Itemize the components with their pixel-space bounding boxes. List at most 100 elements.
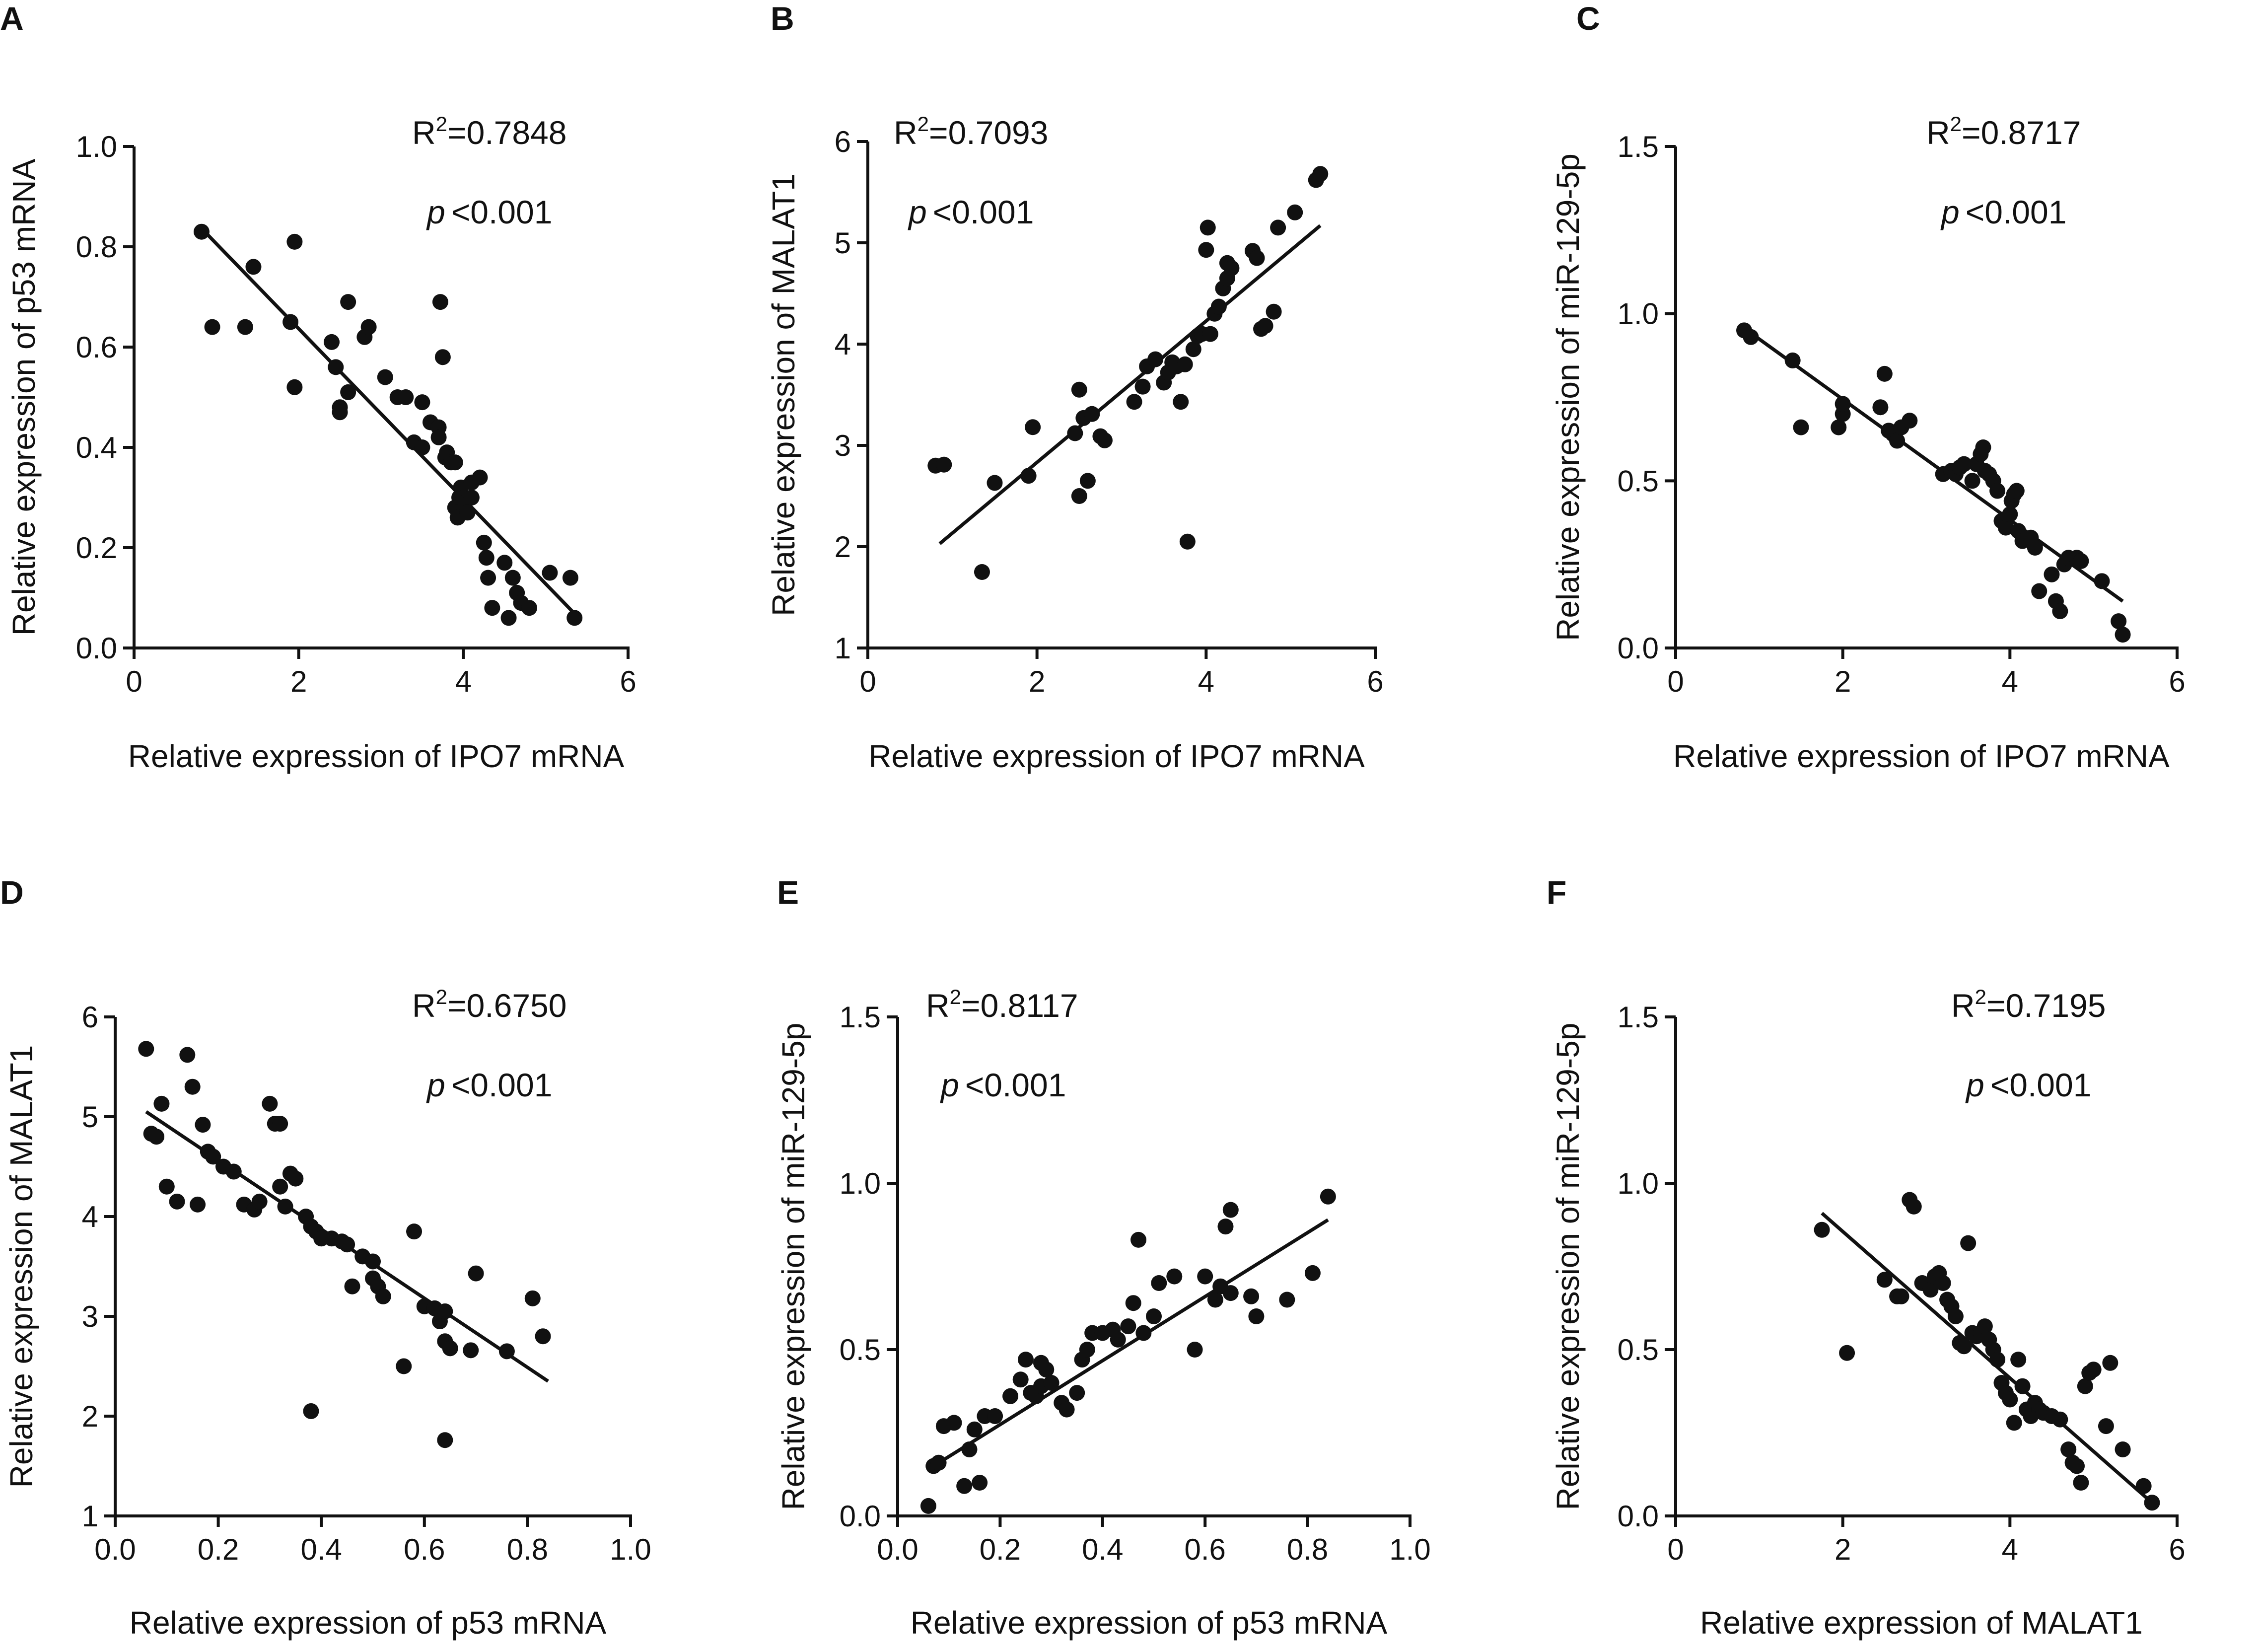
- data-point: [2006, 1415, 2022, 1431]
- data-point: [1096, 432, 1113, 448]
- data-point: [1222, 1202, 1239, 1218]
- data-point: [542, 565, 558, 581]
- r-squared-annotation: R2=0.6750: [412, 985, 566, 1024]
- axes: [1674, 1017, 2179, 1517]
- data-point: [1198, 242, 1214, 258]
- data-point: [2094, 573, 2110, 589]
- chart-panel-a: A 0 2 4 6 0.0 0.2 0.4 0.6 0.8 1.0 Relative expressi…: [0, 0, 636, 774]
- data-point: [344, 1278, 360, 1294]
- data-point: [468, 1265, 484, 1282]
- x-tick-label: 0.6: [404, 1533, 445, 1566]
- data-point: [2115, 1441, 2131, 1457]
- data-point: [377, 369, 393, 385]
- data-point: [272, 1178, 288, 1195]
- p-value-annotation: p <0.001: [940, 1067, 1066, 1103]
- data-point: [1197, 1268, 1213, 1285]
- data-point: [1266, 303, 1282, 320]
- data-point: [1249, 250, 1265, 266]
- p-value: <0.001: [965, 1067, 1066, 1103]
- data-point: [1210, 298, 1227, 315]
- data-point: [2069, 1458, 2085, 1474]
- regression-line: [927, 1218, 1329, 1471]
- x-tick-label: 0: [1667, 665, 1684, 698]
- y-tick-label: 2: [82, 1400, 98, 1433]
- y-tick-label: 1.5: [840, 1001, 881, 1034]
- y-tick-label: 0.5: [840, 1333, 881, 1366]
- data-point: [1257, 318, 1273, 334]
- data-point: [459, 504, 476, 521]
- y-tick-label: 0.8: [76, 230, 117, 264]
- p-value-annotation: p <0.001: [426, 1067, 552, 1103]
- data-point: [961, 1441, 978, 1457]
- data-point: [1831, 419, 1847, 435]
- y-tick-label: 0.5: [1618, 1333, 1659, 1366]
- panel-letter: F: [1547, 874, 1566, 911]
- x-tick-label: 0: [126, 665, 142, 698]
- data-point: [956, 1478, 973, 1494]
- x-tick-label: 0: [859, 665, 876, 698]
- data-point: [1135, 1325, 1152, 1341]
- x-tick-label: 6: [620, 665, 636, 698]
- data-point: [195, 1117, 211, 1133]
- r-squared-value: =0.7093: [929, 114, 1048, 151]
- data-point: [936, 456, 952, 473]
- r-squared-value: =0.7195: [1986, 987, 2106, 1024]
- panel-letter: B: [771, 0, 794, 37]
- chart-panel-e: E 0.0 0.2 0.4 0.6 0.8 1.0 0.0 0.5 1.0 1.5 Relative …: [776, 874, 1431, 1641]
- data-point: [1876, 1272, 1893, 1288]
- data-point: [1179, 533, 1196, 550]
- data-point: [375, 1288, 391, 1304]
- data-point: [447, 454, 463, 471]
- data-point: [535, 1328, 551, 1345]
- r-squared-value: =0.7848: [447, 114, 566, 151]
- y-tick-label: 1.0: [1618, 1167, 1659, 1200]
- x-tick-label: 0.8: [1287, 1533, 1328, 1566]
- data-point: [2102, 1355, 2118, 1371]
- x-axis-title: Relative expression of MALAT1: [1700, 1605, 2143, 1641]
- data-point: [1084, 406, 1100, 422]
- data-point: [974, 564, 990, 580]
- data-point: [930, 1454, 947, 1471]
- p-value-annotation: p <0.001: [1940, 194, 2066, 230]
- data-point: [1947, 1308, 1964, 1324]
- data-point: [442, 1340, 458, 1357]
- data-point: [1146, 1308, 1162, 1324]
- x-tick-label: 0.4: [300, 1533, 342, 1566]
- data-point: [251, 1193, 268, 1210]
- x-axis-title: Relative expression of IPO7 mRNA: [1673, 738, 2170, 774]
- y-tick-label: 3: [835, 429, 851, 462]
- y-tick-label: 1.5: [1618, 1001, 1659, 1034]
- data-point: [1743, 329, 1759, 345]
- r-squared-value: =0.6750: [447, 987, 566, 1024]
- data-point: [277, 1198, 293, 1215]
- r-squared-annotation: R2=0.8717: [1926, 112, 2081, 151]
- data-point: [1835, 396, 1851, 412]
- data-point: [1876, 365, 1893, 382]
- regression-line: [1821, 1212, 2153, 1504]
- data-point: [463, 1342, 479, 1359]
- data-point: [1126, 394, 1142, 410]
- data-point: [1960, 1235, 1977, 1251]
- y-tick-label: 1.0: [76, 130, 117, 163]
- y-tick-label: 0.4: [76, 431, 117, 464]
- data-point: [1177, 356, 1193, 372]
- data-point: [1134, 378, 1151, 395]
- data-point: [339, 1236, 355, 1253]
- data-point: [2027, 540, 2043, 556]
- y-tick-label: 5: [82, 1100, 98, 1134]
- data-point: [204, 319, 220, 335]
- x-tick-label: 1.0: [610, 1533, 651, 1566]
- p-value: <0.001: [451, 194, 553, 230]
- data-point: [2008, 483, 2025, 499]
- y-axis-title: Relative expression of p53 mRNA: [6, 158, 42, 636]
- data-point: [158, 1178, 175, 1195]
- y-tick-label: 1: [835, 632, 851, 665]
- data-point: [1038, 1362, 1055, 1378]
- data-point: [2052, 1411, 2068, 1428]
- y-tick-label: 1.5: [1618, 130, 1659, 163]
- p-value: <0.001: [1990, 1067, 2092, 1103]
- x-tick-label: 0.8: [507, 1533, 548, 1566]
- data-point: [286, 233, 303, 250]
- data-point: [476, 534, 492, 551]
- x-tick-label: 0.2: [980, 1533, 1021, 1566]
